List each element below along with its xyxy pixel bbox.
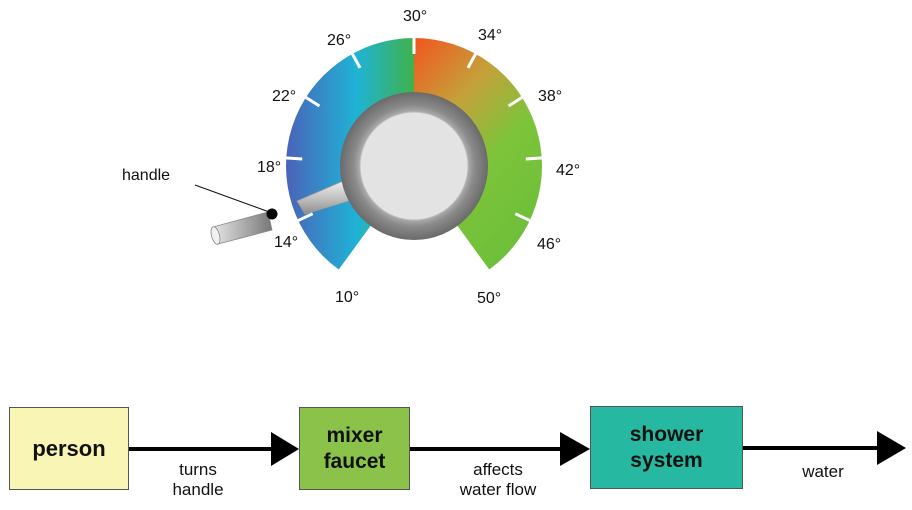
tick-label-30: 30°: [403, 8, 427, 25]
water-output-label: water: [802, 462, 844, 481]
dial-tick-mark: [350, 52, 362, 69]
tick-label-50: 50°: [477, 290, 501, 307]
affects-water-flow-label: affects water flow: [438, 460, 558, 500]
handle-pointer-dot: [266, 208, 278, 220]
warm-temperature-arc: [414, 38, 542, 270]
tick-label-14: 14°: [274, 234, 298, 251]
tick-label-34: 34°: [478, 27, 502, 44]
cool-temperature-arc: [286, 38, 414, 270]
tick-label-46: 46°: [537, 236, 561, 253]
mixer-label-line1: mixer: [326, 423, 383, 447]
turns-handle-line1: turns: [179, 460, 217, 479]
person-label: person: [32, 435, 106, 461]
shower-label-line2: system: [630, 448, 703, 472]
turns-handle-line2: handle: [172, 480, 224, 499]
tick-label-22: 22°: [272, 88, 296, 105]
flow-arrows: [129, 431, 906, 466]
tick-label-10: 10°: [335, 289, 359, 306]
tick-label-38: 38°: [538, 88, 562, 105]
turns-handle-label: turns handle: [158, 460, 238, 500]
shower-system-box: shower system: [590, 406, 743, 489]
handle-label: handle: [122, 167, 170, 184]
dial-tick-mark: [514, 212, 532, 223]
dial-tick-mark: [296, 212, 314, 223]
knob-face[interactable]: [359, 111, 469, 221]
mixer-faucet-box: mixer faucet: [299, 407, 410, 490]
handle-grip[interactable]: [209, 211, 273, 245]
dial-tick-mark: [507, 95, 524, 108]
dial-tick-mark: [466, 52, 478, 69]
mixer-label-line2: faucet: [323, 449, 386, 473]
arrow-person-to-mixer: [271, 432, 299, 466]
dial-tick-mark: [285, 156, 303, 161]
dial-tick-marks: [285, 37, 543, 223]
dial-tick-mark: [304, 95, 321, 108]
arrow-mixer-to-shower: [560, 432, 590, 466]
affects-water-flow-line1: affects: [473, 460, 523, 479]
tick-label-26: 26°: [327, 32, 351, 49]
person-box: person: [9, 407, 129, 490]
dial-tick-labels: 10° 14° 18° 22° 26° 30° 34° 38° 42° 46° …: [257, 8, 580, 307]
dial-tick-mark: [525, 156, 543, 161]
tick-label-18: 18°: [257, 159, 281, 176]
handle-pointer-line: [194, 184, 273, 214]
shower-label-line1: shower: [629, 422, 704, 446]
arrow-shower-out: [877, 431, 906, 465]
affects-water-flow-line2: water flow: [459, 480, 537, 499]
tick-label-42: 42°: [556, 162, 580, 179]
